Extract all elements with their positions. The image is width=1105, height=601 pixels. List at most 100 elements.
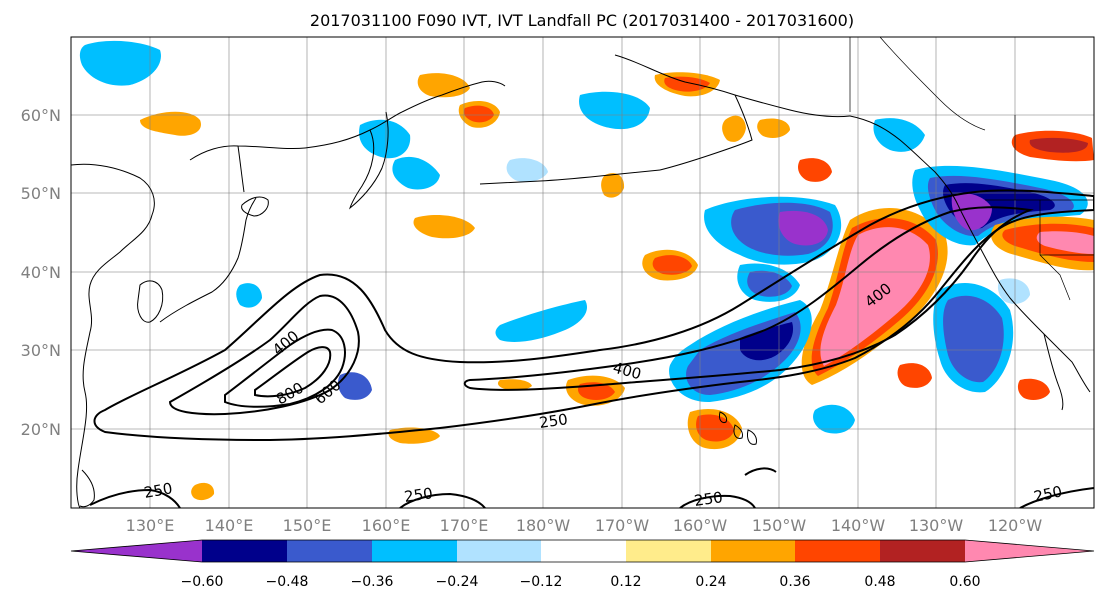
state-border [1039,200,1071,301]
lon-label: 170°W [595,516,650,535]
ivt-contour-250 [89,488,181,508]
baja-coastline [1043,333,1064,411]
siberia-coastline [189,111,403,161]
lon-label: 140°E [205,516,254,535]
colorbar-ticks: −0.60 −0.48 −0.36 −0.24 −0.12 0.12 0.24 … [181,574,981,590]
positive-anomaly-region [1029,137,1088,153]
lon-label: 130°W [909,516,964,535]
negative-anomaly-region [79,40,161,86]
negative-anomaly-region [997,278,1030,304]
negative-anomaly-region [943,295,1004,383]
hokkaido-coastline [241,196,269,217]
lat-label: 60°N [21,106,61,125]
negative-anomaly-region [747,270,792,297]
colorbar-outline [70,539,1095,563]
lon-label: 150°E [283,516,332,535]
lon-label: 170°E [440,516,489,535]
colorbar-segment [287,540,372,562]
contour-label: 250 [1032,482,1064,506]
colorbar-tick-label: −0.60 [181,574,224,590]
positive-anomaly-region [497,379,532,390]
ivt-contour-400 [463,206,1034,391]
hawaii-islands [747,429,757,445]
korea-coastline [137,280,164,323]
colorbar-segment [626,540,711,562]
colorbar-tick-label: 0.24 [695,574,726,590]
lon-label: 150°W [752,516,807,535]
latitude-labels: 60°N 50°N 40°N 30°N 20°N [21,106,61,439]
chukotka-coastline [401,80,506,113]
positive-anomaly-region [696,414,734,442]
positive-anomaly-region [897,363,932,388]
colorbar-segment [711,540,795,562]
hawaii-islands [719,411,728,423]
lat-label: 40°N [21,263,61,282]
alaska-peninsula-coastline [659,94,753,171]
ivt-contour-250 [399,492,486,508]
negative-anomaly-region [236,283,262,308]
colorbar-tick-label: 0.60 [949,574,980,590]
lon-label: 180°W [516,516,571,535]
colorbar-segment [880,540,965,562]
lat-label: 50°N [21,184,61,203]
kamchatka-coastline [348,111,389,210]
colorbar-segment [965,540,1094,562]
ivt-contour-250 [744,467,777,476]
map-content: 400 800 600 400 250 400 250 250 250 250 [71,37,1094,510]
lon-label: 160°E [362,516,411,535]
lon-label: 160°W [673,516,728,535]
negative-anomaly-region [392,156,440,190]
colorbar-segment [202,540,287,562]
ivt-contour-800 [254,346,332,398]
japan-coastline [159,197,257,323]
philippines-coastline [79,469,95,508]
figure-title: 2017031100 F090 IVT, IVT Landfall PC (20… [310,11,854,30]
positive-anomaly-region [1036,231,1094,254]
negative-anomaly-region [506,158,548,182]
colorbar: −0.60 −0.48 −0.36 −0.24 −0.12 0.12 0.24 … [70,539,1095,590]
positive-anomaly-region [413,215,475,239]
positive-anomaly-region [820,227,930,366]
lon-label: 130°E [126,516,175,535]
contour-label: 250 [693,488,724,510]
positive-anomaly-region [757,118,790,138]
graticule [71,37,1094,508]
colorbar-tick-label: 0.36 [779,574,810,590]
lon-label: 120°W [988,516,1043,535]
pc-shading [79,40,1094,501]
colorbar-segment [795,540,880,562]
colorbar-tick-label: −0.48 [266,574,309,590]
colorbar-tick-label: 0.48 [864,574,895,590]
ivt-contour-400 [168,294,360,416]
contour-label: 250 [403,484,434,506]
lat-label: 20°N [21,420,61,439]
positive-anomaly-region [664,76,710,92]
negative-anomaly-region [813,404,855,434]
map-frame [70,36,1095,509]
longitude-labels: 130°E 140°E 150°E 160°E 170°E 180°W 170°… [126,516,1043,535]
negative-anomaly-region [740,322,794,361]
colorbar-segment [457,540,541,562]
positive-anomaly-region [601,173,625,198]
negative-anomaly-region [951,193,992,231]
colorbar-tick-label: −0.24 [436,574,479,590]
colorbar-segment [71,540,202,562]
negative-anomaly-region [579,91,650,130]
positive-anomaly-region [722,115,746,142]
contour-label: 250 [143,479,174,502]
colorbar-segment [541,540,626,562]
positive-anomaly-region [463,105,494,123]
hawaii-islands [733,424,743,439]
us-west-coastline [957,204,1091,393]
colorbar-tick-label: −0.36 [351,574,394,590]
positive-anomaly-region [798,158,832,182]
ivt-contour-600 [224,328,346,408]
aleutian-islands [479,169,661,185]
negative-anomaly-region [337,372,372,400]
asia-coastline [71,163,155,508]
gulf-of-alaska-coastline [849,115,959,206]
positive-anomaly-region [1017,378,1050,400]
colorbar-tick-label: −0.12 [520,574,563,590]
coastlines [71,37,1094,508]
